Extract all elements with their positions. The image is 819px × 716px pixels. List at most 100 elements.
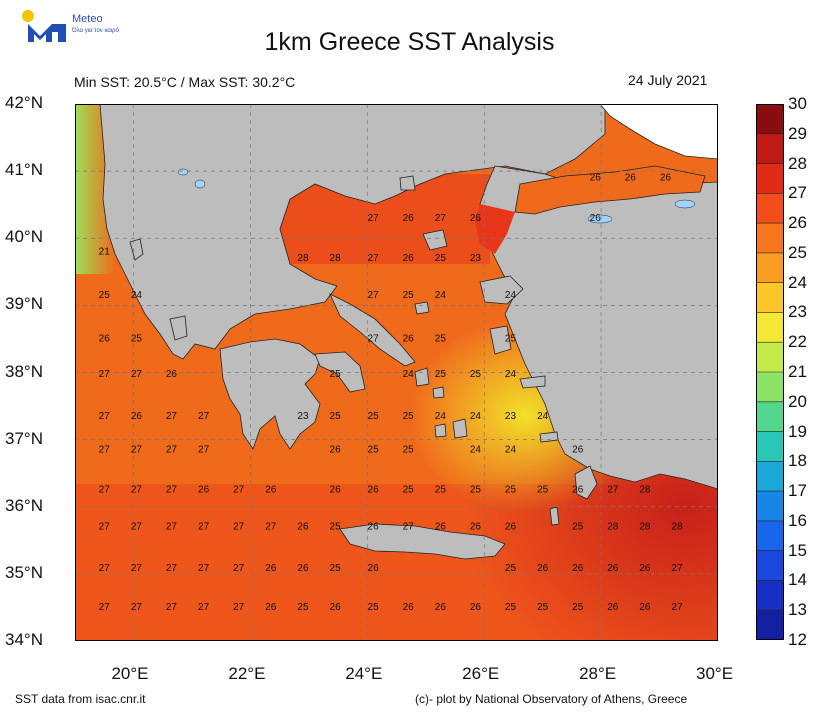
colorbar-label: 17	[788, 481, 807, 501]
colorbar-segment	[756, 163, 784, 171]
sst-value: 25	[297, 602, 309, 613]
colorbar-label: 26	[788, 213, 807, 233]
sst-value: 27	[198, 411, 210, 422]
lake	[587, 214, 613, 224]
colorbar-segment	[756, 252, 784, 260]
colorbar-segment	[756, 288, 784, 296]
sst-value: 28	[330, 253, 342, 264]
sst-value: 26	[330, 602, 342, 613]
sst-value: 26	[435, 602, 447, 613]
colorbar-segment	[756, 532, 784, 540]
land-crete	[339, 523, 506, 560]
sst-value: 26	[265, 602, 277, 613]
sst-value: 28	[672, 522, 684, 533]
sst-map: 21 25 24 26 25 27 27 26 27 26 27 27 27 27 27 27 27 27 27 26…	[75, 104, 718, 641]
sst-value: 25	[470, 485, 482, 496]
longitude-label: 30°E	[696, 664, 734, 683]
sst-value: 25	[330, 522, 342, 533]
sst-value: 27	[403, 522, 415, 533]
colorbar-segment	[756, 115, 784, 123]
colorbar-segment	[756, 360, 784, 367]
land-tinos	[432, 386, 445, 399]
land-kefalonia	[169, 315, 188, 341]
sst-value: 26	[572, 485, 584, 496]
sst-value: 26	[297, 563, 309, 574]
sst-value: 24	[470, 444, 482, 455]
sst-value: 26	[330, 444, 342, 455]
colorbar-segment	[756, 395, 784, 403]
map-frame	[75, 104, 718, 641]
colorbar-segment	[756, 604, 784, 611]
sst-value: 25	[403, 290, 415, 301]
colorbar-segment	[756, 324, 784, 331]
colorbar-segment	[756, 526, 784, 534]
sst-value: 27	[166, 485, 178, 496]
sst-value: 26	[403, 334, 415, 345]
latitude-label: 35°N	[5, 562, 43, 582]
colorbar-segment	[756, 455, 784, 462]
colorbar-label: 13	[788, 600, 807, 620]
sst-value: 24	[470, 411, 482, 422]
sst-value: 27	[99, 369, 111, 380]
sst-value: 25	[368, 444, 380, 455]
logo-tagline: Όλα για τον καιρό	[72, 28, 119, 34]
lake	[177, 168, 189, 176]
sst-value: 25	[99, 290, 111, 301]
colorbar-segment	[756, 538, 784, 546]
sst-value: 26	[590, 172, 602, 183]
sst-value: 27	[99, 602, 111, 613]
sst-value: 24	[505, 444, 517, 455]
sst-value: 27	[435, 213, 447, 224]
sst-value: 25	[505, 563, 517, 574]
sst-value: 24	[435, 411, 447, 422]
sst-value: 27	[672, 602, 684, 613]
sst-value: 25	[435, 334, 447, 345]
land-evia	[329, 293, 416, 367]
sst-value: 25	[572, 602, 584, 613]
colorbar-segment	[756, 377, 784, 385]
sst-value: 27	[233, 602, 245, 613]
colorbar-segment	[756, 318, 784, 325]
colorbar-label: 18	[788, 451, 807, 471]
land-limnos	[422, 229, 448, 251]
sst-value: 25	[505, 602, 517, 613]
latitude-label: 34°N	[5, 630, 43, 649]
sst-value: 28	[607, 522, 619, 533]
sst-value: 27	[131, 563, 143, 574]
credits: (c)- plot by National Observatory of Ath…	[415, 692, 688, 706]
sst-value: 26	[265, 563, 277, 574]
colorbar-segment	[756, 520, 784, 528]
sst-value: 26	[505, 522, 517, 533]
colorbar-segment	[756, 354, 784, 361]
colorbar-segment	[756, 419, 784, 427]
sst-value: 26	[625, 172, 637, 183]
colorbar-segment	[756, 169, 784, 176]
colorbar-segment	[756, 312, 784, 319]
colorbar-segment	[756, 449, 784, 456]
sst-value: 25	[435, 253, 447, 264]
sst-value: 27	[166, 444, 178, 455]
sst-value: 28	[297, 253, 309, 264]
sst-value: 27	[607, 485, 619, 496]
latitude-label: 36°N	[5, 495, 43, 515]
colorbar-segment	[756, 431, 784, 439]
sst-value: 25	[572, 522, 584, 533]
colorbar-segment	[756, 139, 784, 147]
colorbar-segment	[756, 628, 784, 635]
lake	[194, 179, 206, 189]
sst-value: 25	[131, 334, 143, 345]
colorbar-label: 19	[788, 421, 807, 441]
sst-value: 26	[166, 369, 178, 380]
colorbar-label: 30	[788, 94, 807, 113]
land-karpathos	[549, 506, 560, 526]
colorbar-segment	[756, 598, 784, 605]
colorbar-segment	[756, 389, 784, 397]
colorbar-label: 12	[788, 630, 807, 649]
colorbar-segment	[756, 336, 784, 343]
colorbar-segment	[756, 330, 784, 337]
sst-value: 21	[99, 246, 111, 257]
sst-value: 27	[198, 444, 210, 455]
sst-value: 26	[198, 485, 210, 496]
sst-value: 26	[639, 602, 651, 613]
colorbar-segment	[756, 223, 784, 230]
